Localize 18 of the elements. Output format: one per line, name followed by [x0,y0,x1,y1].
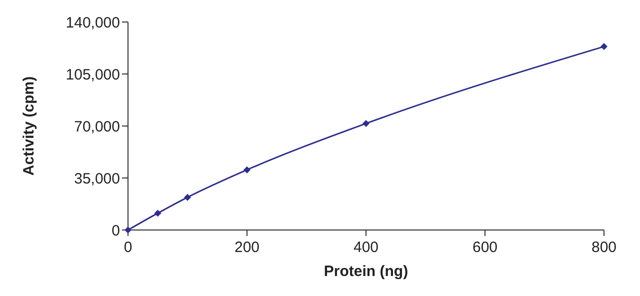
x-tick-label: 800 [591,239,617,256]
x-tick-label: 200 [234,239,260,256]
point [124,226,132,234]
y-tick-label: 0 [112,222,120,240]
x-tick-label: 600 [472,239,498,256]
point [600,43,608,50]
point [244,166,250,174]
y-axis-title: Activity (cpm) [20,76,38,176]
y-tick-label: 105,000 [66,66,120,84]
point [362,120,370,127]
y-tick-label: 35,000 [74,170,120,188]
y-tick-label: 140,000 [66,14,120,32]
point [184,194,191,201]
x-tick-label: 400 [353,239,379,256]
y-tick-label: 70,000 [74,118,120,136]
x-axis-title: Protein (ng) [324,263,408,280]
x-tick-label: 0 [124,239,132,256]
point [154,210,162,217]
